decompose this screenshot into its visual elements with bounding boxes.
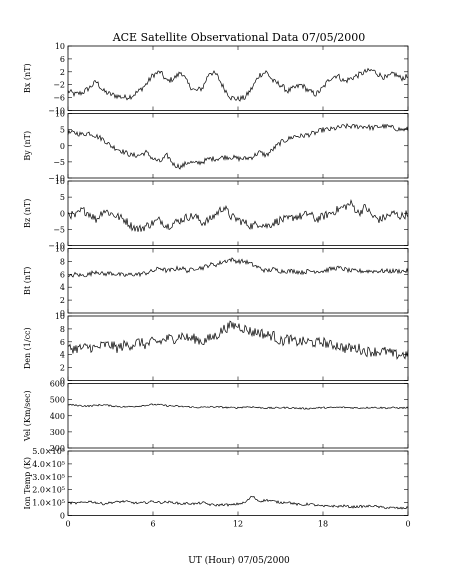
y-tick-label: 10 xyxy=(55,42,65,51)
y-tick-label: −2 xyxy=(53,81,65,90)
y-tick-label: 6 xyxy=(60,270,65,279)
y-axis-label-bx: Bx (nT) xyxy=(23,63,32,93)
y-tick-label: 10 xyxy=(55,177,65,186)
x-tick-label: 18 xyxy=(318,520,328,529)
x-tick-label: 12 xyxy=(233,520,243,529)
panels: −10 −6 −2 2 6 10 Bx (nT) −10 −5 0 5 10 By (nT) −10 −5 0… xyxy=(23,42,409,521)
panel-frame-by xyxy=(67,113,409,179)
panel-bz: −10 −5 0 5 10 Bz (nT) xyxy=(23,177,409,251)
y-tick-label: 3.0×10⁵ xyxy=(32,473,65,482)
series-line-bx xyxy=(67,67,409,102)
panel-bt: 0 2 4 6 8 10 Bt (nT) xyxy=(23,245,409,318)
series-line-den xyxy=(67,320,409,360)
panel-bx: −10 −6 −2 2 6 10 Bx (nT) xyxy=(23,42,409,116)
x-tick-label: 0 xyxy=(65,520,70,529)
y-tick-label: 1.0×10⁵ xyxy=(32,499,65,508)
x-axis-label: UT (Hour) 07/05/2000 xyxy=(188,555,290,566)
x-tick-label: 0 xyxy=(405,520,410,529)
panel-temp: 0 1.0×10⁵ 2.0×10⁵ 3.0×10⁵ 4.0×10⁵ 5.0×10⁵Ion … xyxy=(23,447,409,521)
y-tick-label: 2 xyxy=(60,68,65,77)
y-tick-label: −5 xyxy=(53,158,65,167)
y-tick-label: 8 xyxy=(60,325,65,334)
series-line-bz xyxy=(67,198,409,232)
y-tick-label: −5 xyxy=(53,225,65,234)
y-tick-label: 2.0×10⁵ xyxy=(32,486,65,495)
y-tick-label: 10 xyxy=(55,312,65,321)
y-axis-label-vel: Vel (Km/sec) xyxy=(23,390,32,442)
y-axis-label-by: By (nT) xyxy=(23,131,32,161)
y-tick-label: 400 xyxy=(50,412,65,421)
series-line-by xyxy=(67,122,409,170)
y-axis-label-temp: Ion Temp (K) xyxy=(23,457,32,510)
y-tick-label: 4.0×10⁵ xyxy=(32,460,65,469)
y-axis-label-bz: Bz (nT) xyxy=(23,199,32,228)
y-tick-label: 5 xyxy=(60,193,65,202)
y-tick-label: 10 xyxy=(55,110,65,119)
y-tick-label: 0 xyxy=(60,377,65,386)
y-tick-label: 2 xyxy=(60,364,65,373)
y-tick-label: 5.0×10⁵ xyxy=(32,447,65,456)
panel-frame-vel xyxy=(67,383,409,449)
y-tick-label: 10 xyxy=(55,245,65,254)
y-tick-label: −10 xyxy=(48,107,65,116)
y-tick-label: −10 xyxy=(48,242,65,251)
y-tick-label: 6 xyxy=(60,338,65,347)
panel-vel: 200 300 400 500 600 Vel (Km/sec) xyxy=(23,380,409,453)
panel-frame-den xyxy=(67,315,409,381)
y-tick-label: 0 xyxy=(60,309,65,318)
y-tick-label: 500 xyxy=(50,396,65,405)
y-tick-label: 0 xyxy=(60,142,65,151)
y-axis-label-den: Den (1/cc) xyxy=(23,327,32,369)
y-tick-label: 4 xyxy=(60,283,65,292)
y-tick-label: 8 xyxy=(60,257,65,266)
panel-frame-bx xyxy=(67,45,409,111)
x-tick-label: 6 xyxy=(150,520,155,529)
y-tick-label: 5 xyxy=(60,126,65,135)
y-tick-label: 4 xyxy=(60,351,65,360)
panel-frame-bz xyxy=(67,180,409,246)
series-line-bt xyxy=(67,257,409,278)
series-line-temp xyxy=(67,495,409,510)
y-tick-label: −10 xyxy=(48,174,65,183)
panel-frame-bt xyxy=(67,248,409,314)
y-tick-label: 0 xyxy=(60,209,65,218)
y-tick-label: −6 xyxy=(53,94,65,103)
y-tick-label: 300 xyxy=(50,428,65,437)
y-tick-label: 2 xyxy=(60,296,65,305)
panel-by: −10 −5 0 5 10 By (nT) xyxy=(23,110,409,183)
panel-den: 0 2 4 6 8 10 Den (1/cc) xyxy=(23,312,409,386)
y-tick-label: 6 xyxy=(60,55,65,64)
y-tick-label: 200 xyxy=(50,444,65,453)
x-axis: 0 6 12 18 0 xyxy=(65,520,410,529)
y-tick-label: 0 xyxy=(60,512,65,521)
y-tick-label: 600 xyxy=(50,380,65,389)
y-axis-label-bt: Bt (nT) xyxy=(23,267,32,295)
series-line-vel xyxy=(67,403,409,410)
chart-title: ACE Satellite Observational Data 07/05/2… xyxy=(112,31,366,44)
